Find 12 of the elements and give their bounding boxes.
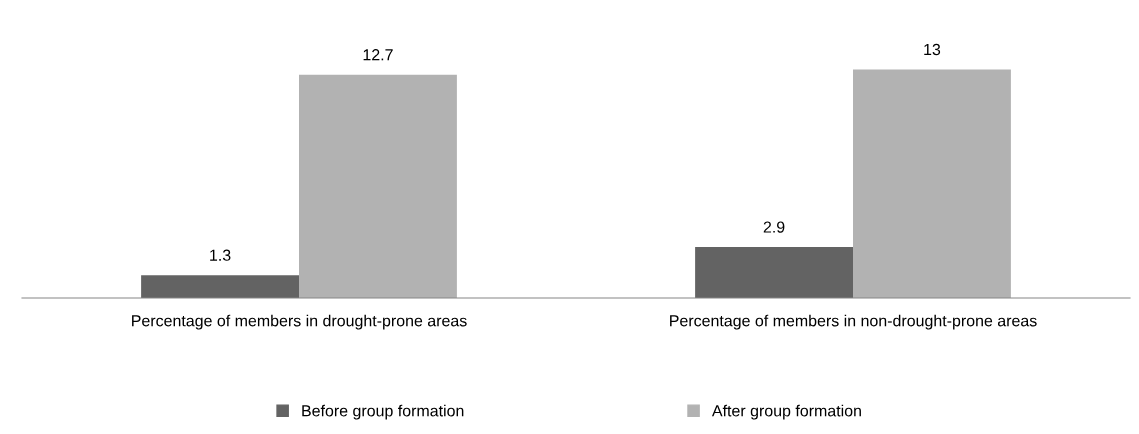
data-label: 13 <box>924 43 941 56</box>
data-label: 2.9 <box>763 221 785 233</box>
data-label: 1.3 <box>210 249 231 261</box>
bar <box>299 74 457 298</box>
x-tick-label: Percentage of members in drought-prone areas <box>132 314 467 330</box>
legend-label: Before group formation <box>302 404 464 420</box>
legend-label: After group formation <box>711 404 861 420</box>
bar <box>853 69 1011 298</box>
bar <box>141 275 299 298</box>
bar <box>695 247 853 298</box>
data-label: 12.7 <box>363 49 393 61</box>
x-tick-label: Percentage of members in non-drought-prone areas <box>670 314 1037 330</box>
